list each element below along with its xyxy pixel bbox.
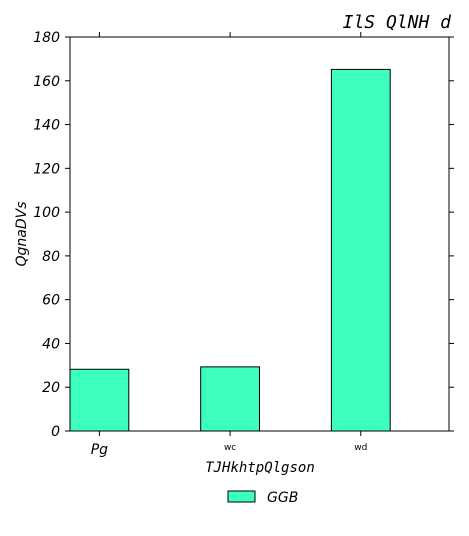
y-tick-label: 0: [51, 424, 60, 440]
bar-wd: [330, 68, 391, 432]
y-tick-label: 100: [33, 205, 60, 221]
x-tick-label: wc: [224, 443, 236, 453]
y-tick-label: 60: [42, 293, 60, 309]
bar-Pg: [69, 368, 130, 432]
y-tick-label: 140: [33, 118, 60, 134]
y-tick-label: 120: [33, 161, 60, 177]
y-tick-label: 80: [42, 249, 60, 265]
bar-wc: [200, 366, 260, 432]
y-tick-label: 20: [42, 380, 60, 396]
x-tick-label: wd: [354, 443, 367, 453]
y-tick-label: 180: [33, 30, 60, 46]
chart-title: IlS QlNH d: [343, 12, 453, 33]
y-axis-label: QgnaDVs: [14, 201, 30, 266]
y-tick-label: 40: [42, 336, 60, 352]
x-axis-label: TJHkhtpQlgson: [205, 460, 315, 476]
legend: GGB: [227, 490, 298, 506]
axes-frame: [69, 36, 450, 432]
legend-swatch: [227, 490, 256, 503]
y-tick-label: 160: [33, 74, 60, 90]
legend-label: GGB: [267, 490, 298, 506]
plot-area: Pg wc wd 0 20 40 60 80 100 120 140 160 180: [33, 30, 454, 458]
x-tick-label: Pg: [91, 442, 108, 458]
